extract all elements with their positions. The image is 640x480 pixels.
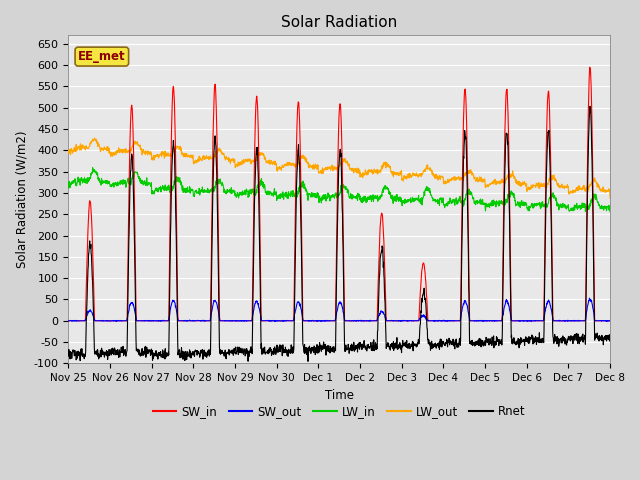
Y-axis label: Solar Radiation (W/m2): Solar Radiation (W/m2) (15, 131, 28, 268)
X-axis label: Time: Time (324, 389, 354, 402)
Title: Solar Radiation: Solar Radiation (281, 15, 397, 30)
Legend: SW_in, SW_out, LW_in, LW_out, Rnet: SW_in, SW_out, LW_in, LW_out, Rnet (148, 401, 530, 423)
Text: EE_met: EE_met (78, 50, 125, 63)
